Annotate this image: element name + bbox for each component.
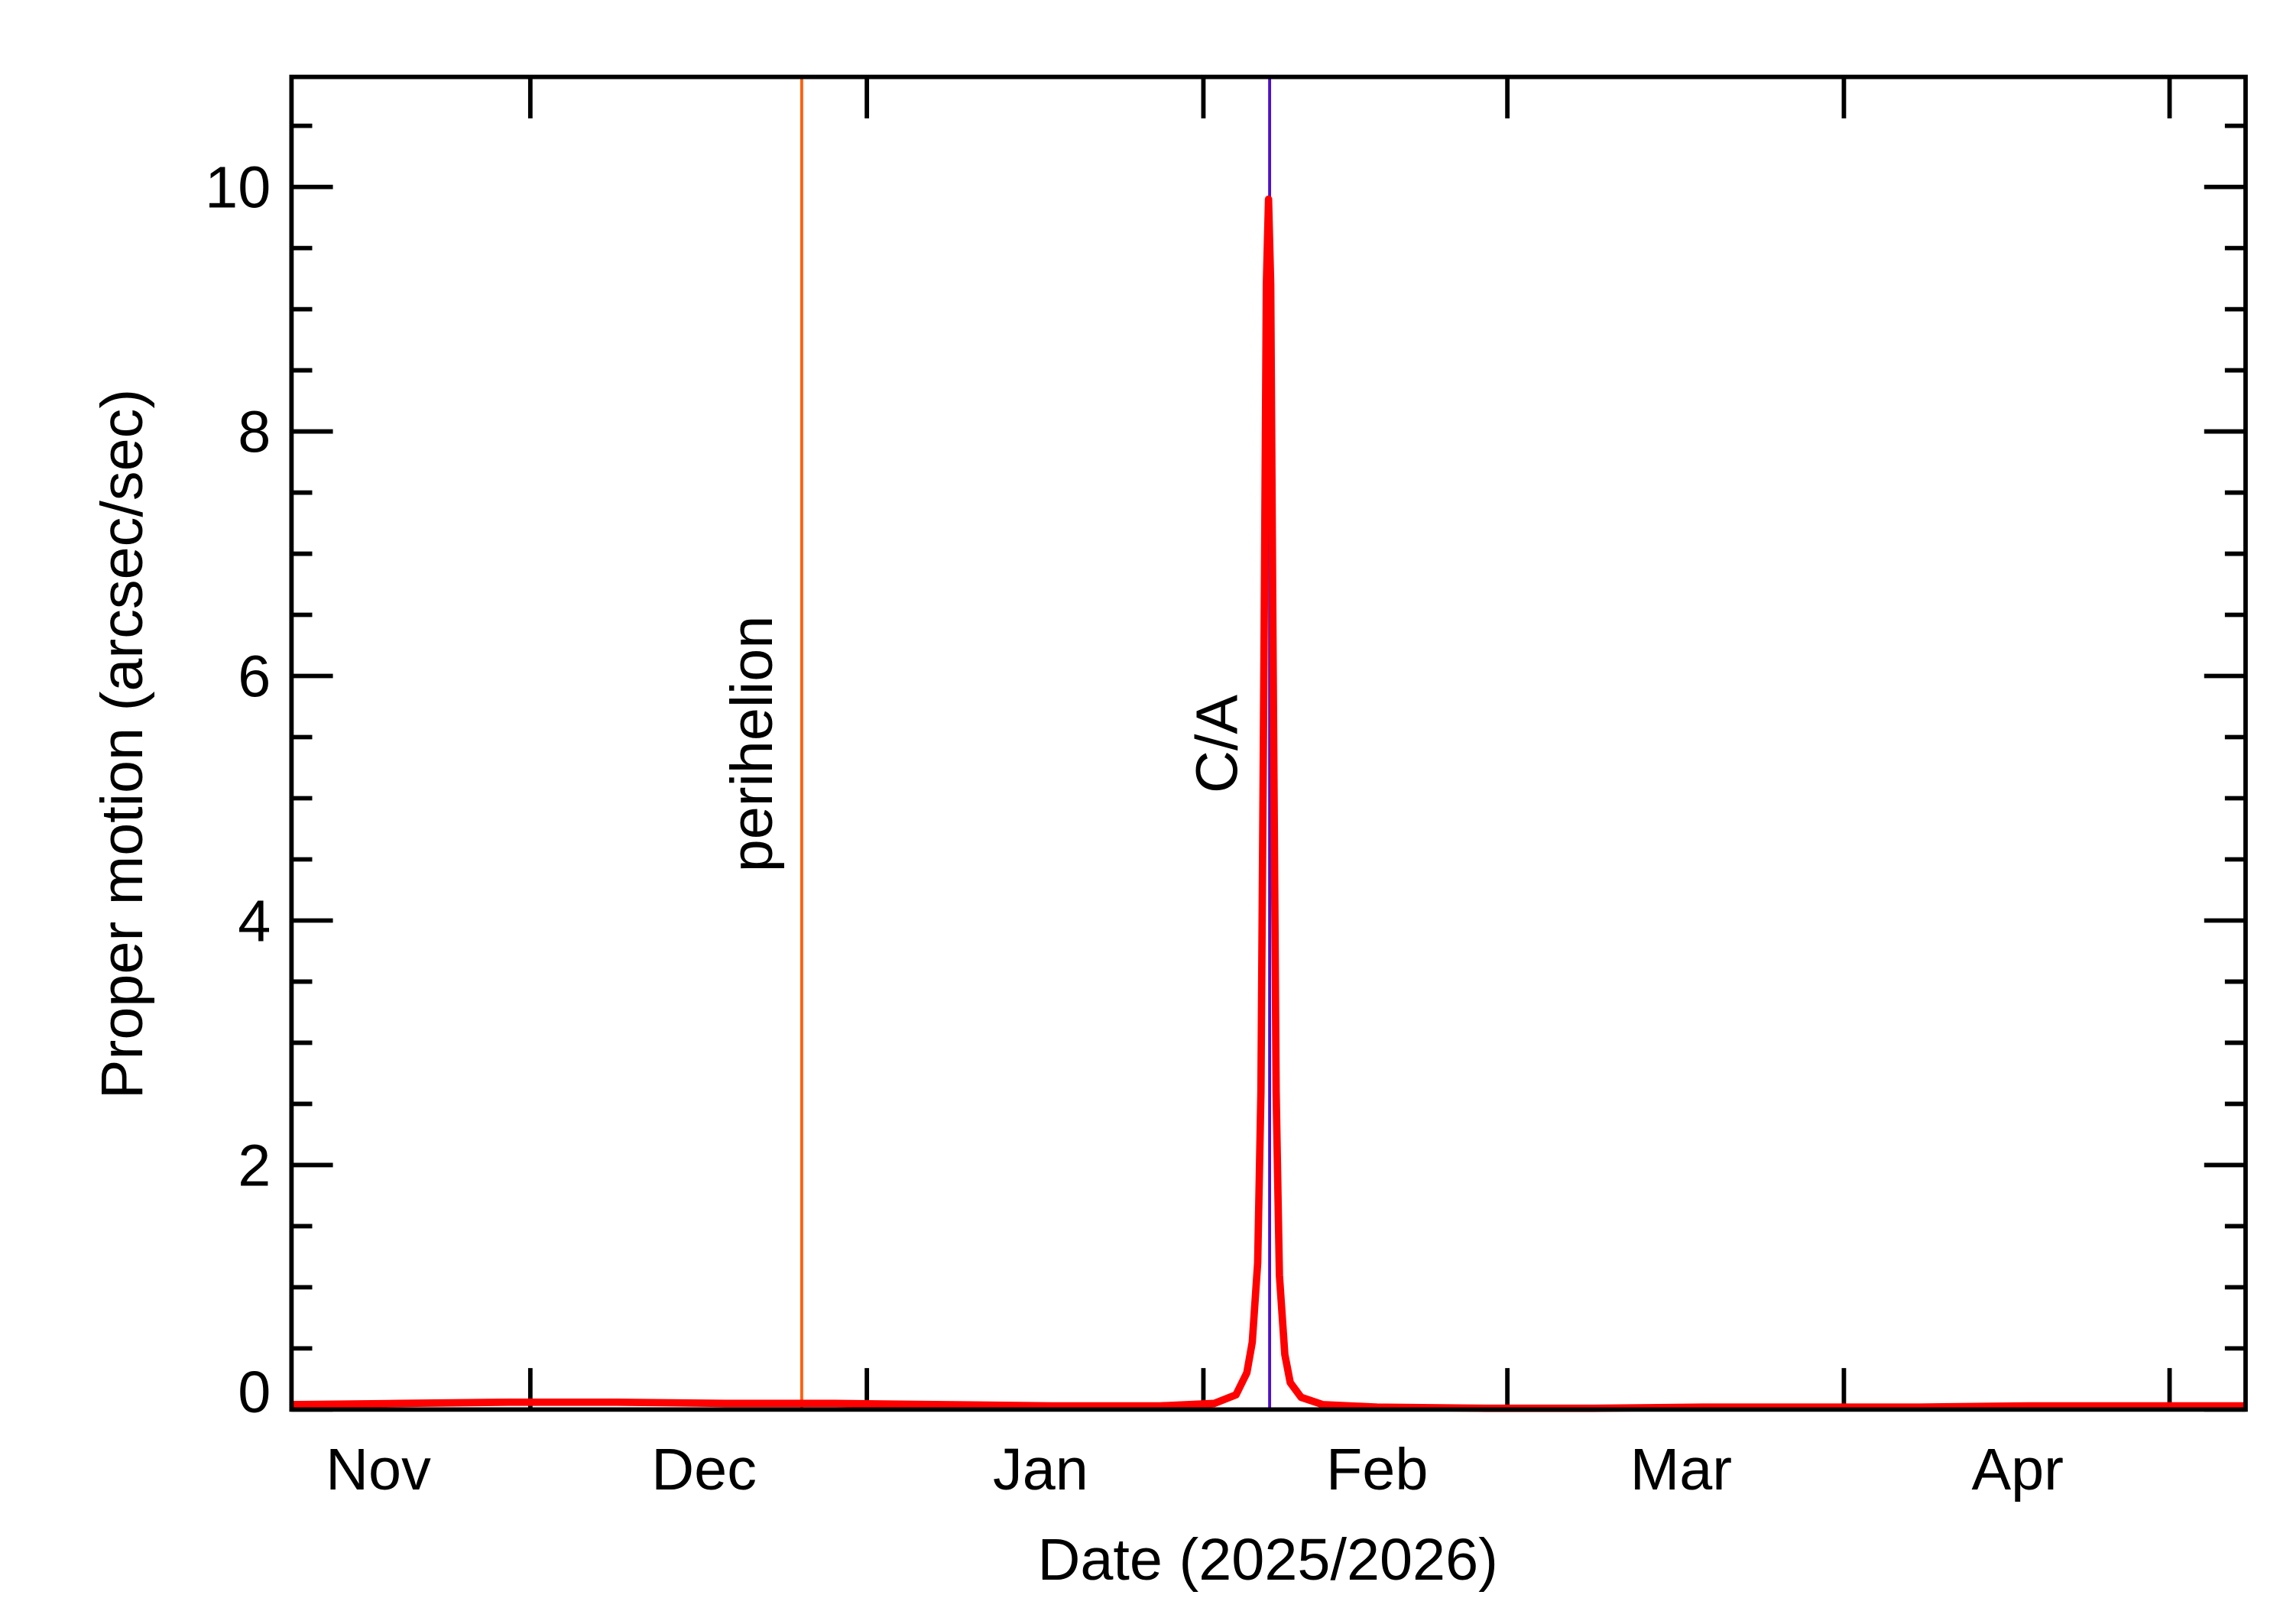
y-tick-label: 4 xyxy=(238,889,271,955)
x-tick-label: Mar xyxy=(1630,1437,1732,1502)
x-tick-label: Feb xyxy=(1326,1437,1428,1502)
x-tick-label: Jan xyxy=(993,1437,1088,1502)
x-tick-label: Nov xyxy=(326,1437,431,1502)
plot-frame xyxy=(289,74,2248,1412)
annotation-label: perihelion xyxy=(719,616,785,873)
y-tick-label: 0 xyxy=(238,1360,271,1425)
y-tick-label: 8 xyxy=(238,400,271,465)
x-tick-label: Dec xyxy=(651,1437,757,1502)
x-axis-title: Date (2025/2026) xyxy=(1037,1527,1497,1593)
y-axis-title: Proper motion (arcsec/sec) xyxy=(89,389,155,1099)
annotation-label: C/A xyxy=(1185,695,1250,793)
y-tick-label: 2 xyxy=(238,1133,271,1199)
x-tick-label: Apr xyxy=(1971,1437,2063,1502)
y-tick-label: 6 xyxy=(238,644,271,710)
y-tick-label: 10 xyxy=(205,155,271,221)
